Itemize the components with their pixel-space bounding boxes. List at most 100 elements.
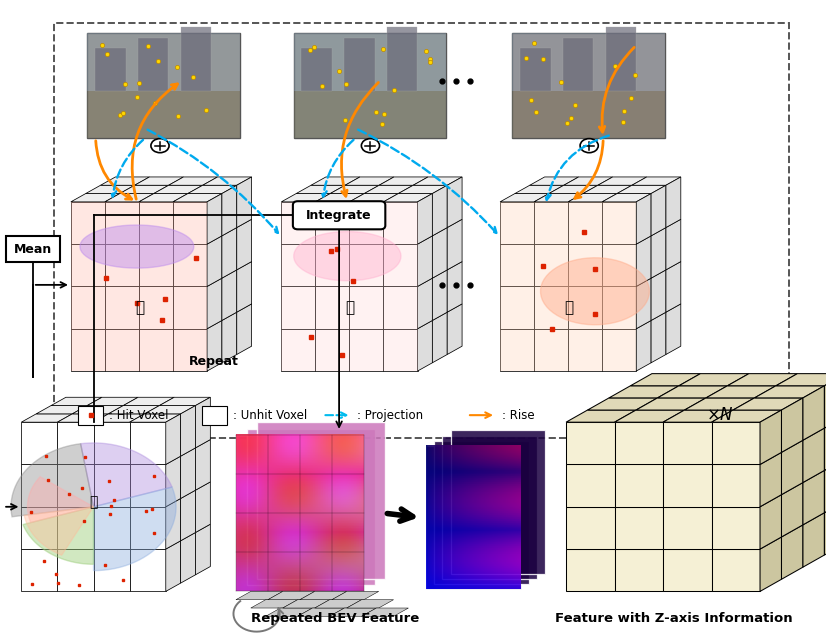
Polygon shape bbox=[71, 287, 105, 329]
Polygon shape bbox=[173, 329, 207, 371]
Polygon shape bbox=[534, 244, 568, 287]
Polygon shape bbox=[105, 193, 154, 202]
Polygon shape bbox=[281, 329, 315, 371]
Polygon shape bbox=[330, 608, 376, 616]
Polygon shape bbox=[587, 398, 657, 410]
Polygon shape bbox=[139, 287, 173, 329]
Polygon shape bbox=[663, 549, 711, 591]
Polygon shape bbox=[345, 177, 394, 185]
Polygon shape bbox=[130, 507, 165, 549]
Circle shape bbox=[151, 139, 169, 153]
Polygon shape bbox=[663, 422, 711, 465]
FancyBboxPatch shape bbox=[293, 201, 385, 229]
Polygon shape bbox=[173, 202, 207, 244]
Polygon shape bbox=[180, 532, 195, 583]
Text: : Unhit Voxel: : Unhit Voxel bbox=[232, 409, 307, 422]
Polygon shape bbox=[195, 524, 210, 575]
Polygon shape bbox=[825, 416, 827, 470]
Polygon shape bbox=[71, 193, 120, 202]
Polygon shape bbox=[57, 422, 93, 465]
Circle shape bbox=[580, 139, 598, 153]
Polygon shape bbox=[651, 185, 666, 236]
Polygon shape bbox=[57, 507, 93, 549]
Polygon shape bbox=[350, 287, 384, 329]
Polygon shape bbox=[207, 321, 222, 371]
Polygon shape bbox=[614, 549, 663, 591]
Polygon shape bbox=[566, 410, 636, 422]
Polygon shape bbox=[315, 600, 361, 608]
FancyBboxPatch shape bbox=[236, 435, 364, 591]
FancyBboxPatch shape bbox=[513, 33, 665, 91]
Polygon shape bbox=[93, 507, 130, 549]
Polygon shape bbox=[433, 312, 447, 363]
Polygon shape bbox=[614, 507, 663, 549]
Polygon shape bbox=[195, 397, 210, 448]
Polygon shape bbox=[384, 287, 418, 329]
Polygon shape bbox=[760, 452, 782, 507]
FancyBboxPatch shape bbox=[442, 436, 538, 579]
Polygon shape bbox=[22, 422, 57, 465]
FancyBboxPatch shape bbox=[387, 28, 418, 91]
Polygon shape bbox=[679, 374, 749, 386]
Polygon shape bbox=[711, 422, 760, 465]
Polygon shape bbox=[180, 490, 195, 541]
Polygon shape bbox=[207, 236, 222, 287]
Polygon shape bbox=[123, 397, 174, 406]
Polygon shape bbox=[433, 185, 447, 236]
Text: Feature with Z-axis Information: Feature with Z-axis Information bbox=[555, 612, 792, 625]
Polygon shape bbox=[130, 549, 165, 591]
Polygon shape bbox=[500, 202, 636, 371]
Polygon shape bbox=[281, 202, 418, 371]
Polygon shape bbox=[57, 465, 93, 507]
FancyBboxPatch shape bbox=[79, 406, 103, 425]
Polygon shape bbox=[22, 414, 72, 422]
Polygon shape bbox=[93, 465, 130, 507]
Polygon shape bbox=[566, 422, 614, 465]
Polygon shape bbox=[93, 487, 176, 571]
Polygon shape bbox=[195, 440, 210, 490]
Polygon shape bbox=[782, 525, 803, 579]
Polygon shape bbox=[180, 406, 195, 456]
FancyBboxPatch shape bbox=[605, 28, 636, 91]
Polygon shape bbox=[237, 220, 251, 270]
Polygon shape bbox=[311, 177, 360, 185]
Polygon shape bbox=[222, 270, 237, 321]
Polygon shape bbox=[332, 591, 379, 600]
Text: 🚗: 🚗 bbox=[90, 495, 98, 509]
Polygon shape bbox=[711, 549, 760, 591]
Polygon shape bbox=[418, 278, 433, 329]
Polygon shape bbox=[515, 185, 564, 193]
Polygon shape bbox=[281, 287, 315, 329]
Polygon shape bbox=[754, 386, 825, 398]
Polygon shape bbox=[294, 232, 401, 281]
Polygon shape bbox=[663, 410, 733, 422]
Polygon shape bbox=[500, 202, 534, 244]
FancyBboxPatch shape bbox=[246, 429, 375, 585]
Polygon shape bbox=[139, 193, 188, 202]
Polygon shape bbox=[315, 329, 350, 371]
Polygon shape bbox=[636, 398, 706, 410]
Polygon shape bbox=[602, 287, 636, 329]
FancyBboxPatch shape bbox=[434, 441, 529, 584]
Polygon shape bbox=[568, 329, 602, 371]
Polygon shape bbox=[636, 236, 651, 287]
Polygon shape bbox=[711, 465, 760, 507]
Polygon shape bbox=[105, 202, 139, 244]
Polygon shape bbox=[51, 397, 102, 406]
Polygon shape bbox=[447, 220, 462, 270]
FancyBboxPatch shape bbox=[88, 33, 240, 138]
Polygon shape bbox=[636, 278, 651, 329]
Polygon shape bbox=[651, 228, 666, 278]
Polygon shape bbox=[108, 406, 160, 414]
Polygon shape bbox=[281, 193, 330, 202]
Polygon shape bbox=[11, 444, 93, 516]
Polygon shape bbox=[236, 591, 283, 600]
Polygon shape bbox=[281, 244, 315, 287]
Polygon shape bbox=[418, 321, 433, 371]
FancyBboxPatch shape bbox=[88, 91, 240, 138]
Polygon shape bbox=[384, 202, 418, 244]
Circle shape bbox=[361, 139, 380, 153]
Polygon shape bbox=[825, 374, 827, 428]
Polygon shape bbox=[632, 177, 681, 185]
FancyBboxPatch shape bbox=[180, 28, 211, 91]
